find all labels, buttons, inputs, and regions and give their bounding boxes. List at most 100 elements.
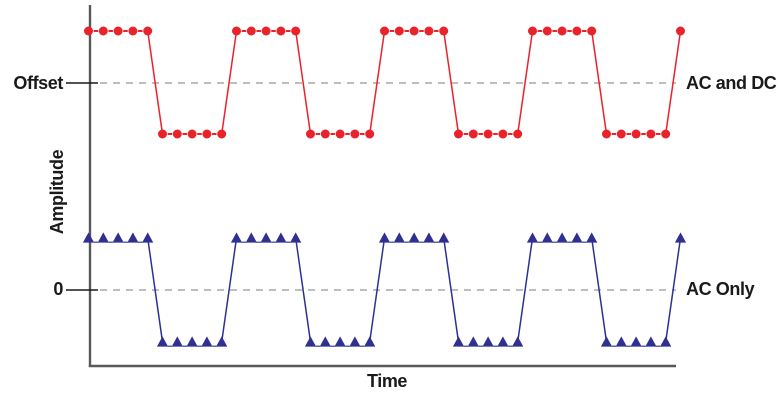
data-point-triangle-marker — [526, 232, 539, 243]
data-point-circle-marker — [542, 26, 552, 36]
data-point-triangle-marker — [467, 336, 479, 347]
series-0-transition-line — [294, 30, 312, 135]
data-point-triangle-marker — [408, 232, 420, 243]
data-point-triangle-marker — [586, 232, 598, 243]
series-1-transition-line — [368, 237, 386, 343]
series-0-transition-line — [516, 30, 534, 135]
data-point-triangle-marker — [245, 232, 257, 243]
data-point-triangle-marker — [600, 336, 613, 347]
data-point-triangle-marker — [630, 336, 642, 347]
data-point-circle-marker — [98, 26, 108, 36]
data-point-triangle-marker — [541, 232, 553, 243]
data-point-triangle-marker — [556, 232, 568, 243]
data-point-circle-marker — [306, 129, 315, 139]
data-point-circle-marker — [409, 26, 419, 36]
series-1-transition-line — [146, 237, 164, 343]
series-1-transition-line — [294, 237, 312, 343]
data-point-circle-marker — [439, 26, 449, 36]
series-0-transition-line — [220, 30, 238, 135]
data-point-triangle-marker — [112, 232, 124, 243]
data-point-circle-marker — [646, 129, 656, 139]
data-point-triangle-marker — [364, 336, 376, 347]
data-point-triangle-marker — [156, 336, 169, 347]
y-tick-label-zero: 0 — [53, 279, 63, 299]
data-point-circle-marker — [113, 26, 123, 36]
data-point-triangle-marker — [275, 232, 287, 243]
data-point-triangle-marker — [82, 232, 95, 243]
data-point-triangle-marker — [452, 336, 465, 347]
data-point-circle-marker — [424, 26, 434, 36]
data-point-triangle-marker — [127, 232, 139, 243]
data-point-triangle-marker — [319, 336, 331, 347]
data-point-triangle-marker — [497, 336, 509, 347]
data-point-triangle-marker — [615, 336, 627, 347]
series-0-transition-line — [146, 30, 164, 135]
data-point-triangle-marker — [216, 336, 228, 347]
data-point-circle-marker — [616, 129, 626, 139]
data-point-triangle-marker — [378, 232, 391, 243]
data-point-circle-marker — [172, 129, 182, 139]
data-point-triangle-marker — [393, 232, 405, 243]
data-point-circle-marker — [468, 129, 478, 139]
data-point-circle-marker — [380, 26, 389, 36]
data-point-triangle-marker — [97, 232, 109, 243]
data-point-circle-marker — [232, 26, 241, 36]
data-point-circle-marker — [394, 26, 404, 36]
data-point-circle-marker — [528, 26, 537, 36]
data-point-circle-marker — [202, 129, 212, 139]
data-point-triangle-marker — [171, 336, 183, 347]
data-point-circle-marker — [335, 129, 345, 139]
data-point-triangle-marker — [571, 232, 583, 243]
series-0-transition-line — [590, 30, 608, 135]
data-point-circle-marker — [557, 26, 567, 36]
series-label-ac-and-dc: AC and DC — [686, 73, 777, 93]
data-point-circle-marker — [128, 26, 138, 36]
data-point-circle-marker — [143, 26, 153, 36]
data-point-triangle-marker — [334, 336, 346, 347]
data-point-triangle-marker — [230, 232, 243, 243]
y-axis-title: Amplitude — [47, 149, 67, 234]
data-point-circle-marker — [676, 26, 685, 36]
data-point-circle-marker — [587, 26, 597, 36]
data-point-circle-marker — [572, 26, 582, 36]
series-0-transition-line — [368, 30, 386, 135]
series-1-transition-line — [590, 237, 608, 343]
data-point-triangle-marker — [438, 232, 450, 243]
data-point-triangle-marker — [349, 336, 361, 347]
data-point-circle-marker — [631, 129, 641, 139]
data-point-circle-marker — [246, 26, 256, 36]
data-point-circle-marker — [498, 129, 508, 139]
series-1-transition-line — [220, 237, 238, 343]
data-point-circle-marker — [187, 129, 197, 139]
data-point-triangle-marker — [512, 336, 524, 347]
data-point-circle-marker — [454, 129, 463, 139]
data-point-triangle-marker — [260, 232, 272, 243]
data-point-triangle-marker — [201, 336, 213, 347]
series-1-transition-line — [664, 237, 682, 343]
data-point-circle-marker — [320, 129, 330, 139]
series-0-transition-line — [442, 30, 460, 135]
data-point-circle-marker — [261, 26, 271, 36]
data-point-triangle-marker — [142, 232, 154, 243]
data-point-circle-marker — [291, 26, 301, 36]
data-point-circle-marker — [365, 129, 375, 139]
data-point-circle-marker — [513, 129, 523, 139]
data-point-triangle-marker — [290, 232, 302, 243]
data-point-circle-marker — [84, 26, 93, 36]
data-point-circle-marker — [661, 129, 671, 139]
data-point-circle-marker — [602, 129, 611, 139]
data-point-triangle-marker — [423, 232, 435, 243]
data-point-circle-marker — [158, 129, 167, 139]
data-point-triangle-marker — [482, 336, 494, 347]
series-0-transition-line — [664, 30, 682, 135]
data-point-circle-marker — [276, 26, 286, 36]
data-point-triangle-marker — [186, 336, 198, 347]
data-point-triangle-marker — [645, 336, 657, 347]
data-point-triangle-marker — [660, 336, 672, 347]
series-1-transition-line — [442, 237, 460, 343]
series-1-transition-line — [516, 237, 534, 343]
x-axis-title: Time — [367, 371, 407, 391]
chart-render-layer — [66, 5, 687, 368]
